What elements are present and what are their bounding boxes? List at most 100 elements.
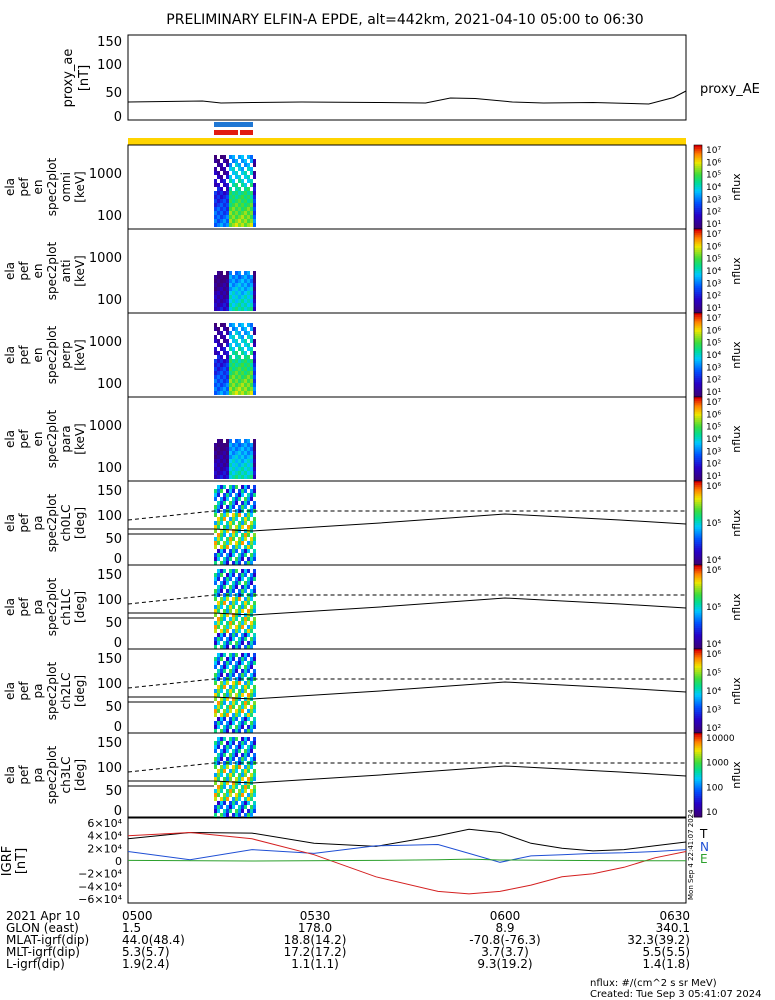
perp-ylabel-1: pef [17, 345, 31, 365]
perp-cbar-label: nflux [730, 341, 743, 369]
ephem-value-1-2: 8.9 [495, 921, 514, 935]
anti-cbar-tick-4: 10³ [706, 279, 721, 289]
zone-bar-blue [214, 122, 253, 127]
perp-ylabel-2: en [31, 348, 45, 363]
ch0LC-spectrogram [214, 485, 256, 565]
igrf-ytick-4: −2×10⁴ [78, 868, 122, 881]
ch1LC-cbar-label: nflux [730, 593, 743, 621]
omni-ylabel-5: [keV] [73, 171, 87, 202]
perp-ylabel-3: spec2plot [45, 325, 59, 384]
anti-ylabel-0: ela [3, 262, 17, 280]
anti-frame [127, 228, 687, 314]
ch1LC-ytick-100: 100 [97, 593, 122, 608]
footer-created: Created: Tue Sep 3 05:41:07 2024 [590, 989, 762, 1000]
omni-cbar-tick-2: 10⁵ [706, 171, 721, 181]
para-ylabel-1: pef [17, 429, 31, 449]
ch3LC-ytick-150: 150 [97, 736, 122, 751]
ch2LC-colorbar: 10⁶ 10⁵ 10⁴ 10³ 10² nflux [693, 648, 743, 734]
ch1LC-ylabel-1: pef [17, 597, 31, 617]
ephem-value-2-3: 32.3(39.2) [627, 933, 690, 947]
igrf-legend-E: E [700, 852, 708, 866]
ephem-value-0-2: 0600 [490, 909, 521, 923]
ephem-value-3-3: 5.5(5.5) [642, 945, 690, 959]
ch1LC-colorbar: 10⁶ 10⁵ 10⁴ nflux [693, 564, 743, 650]
ephem-label-3: MLT-igrf(dip) [6, 945, 80, 959]
side-stamp: Mon Sep 4 22:41:07 2024 [687, 809, 695, 900]
plot-title: PRELIMINARY ELFIN-A EPDE, alt=442km, 202… [166, 12, 643, 28]
perp-cbar-tick-5: 10² [706, 376, 721, 386]
omni-ytick-1000: 1000 [89, 167, 122, 182]
ch1LC-cbar-tick-0: 10⁶ [706, 566, 721, 576]
ephem-value-2-1: 18.8(14.2) [284, 933, 347, 947]
omni-cbar-tick-5: 10² [706, 208, 721, 218]
igrf-ytick-5: −4×10⁴ [78, 880, 122, 893]
igrf-line-E [127, 831, 687, 895]
ch3LC-ytick-0: 0 [114, 804, 122, 819]
ch0LC-colorbar: 10⁶ 10⁵ 10⁴ nflux [693, 480, 743, 566]
omni-ylabel-4: omni [59, 172, 73, 202]
ch1LC-cbar-tick-2: 10⁴ [706, 640, 721, 650]
anti-ylabel-3: spec2plot [45, 241, 59, 300]
anti-spectrogram [214, 271, 256, 311]
para-cbar-tick-0: 10⁷ [706, 398, 721, 408]
ephem-value-3-2: 3.7(3.7) [481, 945, 529, 959]
panel-para: ela pef en spec2plot para [keV] 100010010⁷10⁶1… [3, 396, 743, 482]
para-cbar-tick-5: 10² [706, 460, 721, 470]
ch0LC-ylabel-0: ela [3, 514, 17, 532]
anti-colorbar: 10⁷ 10⁶ 10⁵ 10⁴ 10³ 10² 10¹ nflux [693, 228, 743, 314]
ch2LC-cbar-tick-2: 10⁴ [706, 687, 721, 697]
ch1LC-ylabel-3: spec2plot [45, 577, 59, 636]
ch0LC-cbar-label: nflux [730, 509, 743, 537]
ephem-value-1-1: 178.0 [298, 921, 332, 935]
ch2LC-ytick-0: 0 [114, 720, 122, 735]
ephem-value-2-2: -70.8(-76.3) [469, 933, 540, 947]
ch0LC-ylabel-3: spec2plot [45, 493, 59, 552]
proxy-ae-line [127, 90, 687, 105]
perp-colorbar: 10⁷ 10⁶ 10⁵ 10⁴ 10³ 10² 10¹ nflux [693, 312, 743, 398]
ch2LC-cbar-tick-0: 10⁶ [706, 650, 721, 660]
proxy-ae-ytick-0: 0 [114, 110, 122, 125]
anti-cbar-tick-3: 10⁴ [706, 267, 721, 277]
perp-ylabel-4: perp [59, 341, 73, 369]
perp-cbar-tick-1: 10⁶ [706, 326, 721, 336]
omni-cbar-tick-0: 10⁷ [706, 146, 721, 156]
ch1LC-ytick-0: 0 [114, 636, 122, 651]
ephem-value-1-0: 1.5 [122, 921, 141, 935]
ch0LC-ylabel-5: [deg] [73, 507, 87, 539]
proxy-ae-ylabel-0: proxy_ae [61, 49, 76, 108]
ephem-value-0-1: 0530 [300, 909, 331, 923]
ch1LC-ylabel-4: ch1LC [59, 589, 73, 626]
ch3LC-spectrogram [214, 737, 256, 817]
perp-ylabel-5: [keV] [73, 339, 87, 370]
anti-ylabel-4: anti [59, 260, 73, 283]
ephem-value-2-0: 44.0(48.4) [122, 933, 185, 947]
ephem-value-4-0: 1.9(2.4) [122, 957, 170, 971]
ephem-value-4-3: 1.4(1.8) [642, 957, 690, 971]
ch2LC-cbar-label: nflux [730, 677, 743, 705]
ch1LC-ytick-50: 50 [105, 616, 122, 631]
anti-cbar-label: nflux [730, 257, 743, 285]
ch3LC-cbar-tick-1: 1000 [706, 759, 729, 769]
ch0LC-ytick-100: 100 [97, 509, 122, 524]
ch2LC-ylabel-2: pa [31, 684, 45, 699]
ch0LC-lc-dashed [127, 510, 686, 521]
omni-ylabel-3: spec2plot [45, 157, 59, 216]
omni-colorbar: 10⁷ 10⁶ 10⁵ 10⁴ 10³ 10² 10¹ nflux [693, 144, 743, 230]
ch3LC-colorbar: 10000 1000 100 10 nflux [693, 732, 743, 818]
para-ylabel-4: para [59, 425, 73, 452]
para-ylabel-5: [keV] [73, 423, 87, 454]
para-colorbar: 10⁷ 10⁶ 10⁵ 10⁴ 10³ 10² 10¹ nflux [693, 396, 743, 482]
para-ytick-1000: 1000 [89, 419, 122, 434]
ephem-label-2: MLAT-igrf(dip) [6, 933, 89, 947]
omni-ylabel-2: en [31, 180, 45, 195]
proxy-ae-panel: proxy_ae [nT] 150 100 50 0 proxy_AE [61, 34, 760, 125]
igrf-ytick-3: 0 [115, 855, 122, 868]
ch1LC-lc-dashed [127, 594, 686, 605]
ch3LC-cbar-tick-2: 100 [706, 783, 723, 793]
ch2LC-cbar-tick-3: 10³ [706, 706, 721, 716]
para-ylabel-2: en [31, 432, 45, 447]
ch3LC-ytick-50: 50 [105, 784, 122, 799]
ephem-label-4: L-igrf(dip) [6, 957, 65, 971]
ch1LC-ytick-150: 150 [97, 568, 122, 583]
